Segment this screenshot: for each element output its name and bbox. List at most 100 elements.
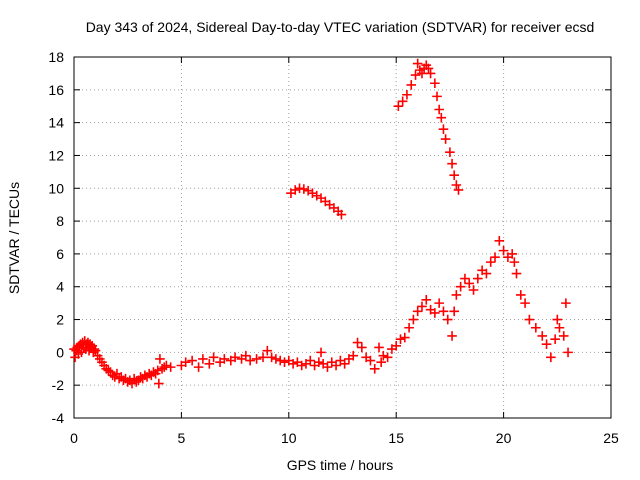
- x-tick-label: 0: [70, 430, 78, 446]
- data-point: [219, 354, 230, 364]
- data-point: [204, 359, 215, 369]
- data-point: [453, 185, 464, 195]
- data-point: [451, 180, 462, 190]
- data-points: [69, 58, 573, 389]
- data-point: [305, 355, 316, 366]
- y-tick-label: -4: [52, 410, 65, 426]
- grid-lines: [74, 57, 611, 418]
- data-point: [546, 352, 556, 363]
- data-point: [275, 355, 286, 366]
- data-point: [271, 354, 281, 364]
- x-tick-label: 20: [496, 430, 512, 446]
- data-point: [406, 80, 417, 90]
- data-point: [374, 342, 384, 353]
- data-point: [402, 89, 412, 100]
- data-point: [434, 104, 444, 115]
- data-point: [561, 298, 571, 308]
- data-point: [449, 170, 459, 180]
- data-point: [464, 278, 475, 289]
- data-point: [339, 359, 350, 369]
- data-point: [296, 360, 307, 371]
- data-point: [294, 183, 305, 194]
- data-point: [376, 357, 386, 368]
- data-point: [365, 355, 376, 366]
- data-point: [266, 352, 277, 363]
- data-point: [455, 281, 466, 292]
- data-point: [537, 331, 548, 341]
- data-point: [430, 308, 440, 318]
- data-point: [245, 355, 255, 366]
- data-point: [447, 331, 457, 341]
- data-point: [193, 362, 204, 372]
- data-point: [436, 112, 447, 123]
- data-point: [410, 70, 421, 80]
- data-point: [552, 314, 563, 325]
- data-point: [468, 285, 479, 295]
- data-point: [563, 347, 573, 358]
- data-point: [440, 134, 451, 144]
- data-point: [520, 298, 530, 308]
- data-point: [357, 342, 367, 353]
- data-point: [451, 290, 462, 300]
- data-point: [378, 350, 389, 361]
- data-point: [494, 235, 505, 246]
- data-point: [314, 357, 324, 368]
- data-point: [393, 101, 404, 112]
- data-point: [460, 273, 470, 284]
- data-point: [541, 339, 552, 349]
- y-tick-label: 18: [48, 49, 64, 65]
- data-point: [442, 314, 453, 325]
- chart-title: Day 343 of 2024, Sidereal Day-to-day VTE…: [86, 19, 595, 35]
- data-point: [408, 314, 419, 325]
- data-point: [391, 341, 401, 351]
- data-point: [208, 352, 219, 363]
- data-point: [481, 268, 492, 279]
- data-point: [230, 352, 240, 363]
- data-point: [369, 363, 380, 374]
- data-point: [554, 322, 565, 333]
- data-point: [251, 354, 262, 364]
- data-point: [187, 355, 197, 366]
- data-point: [299, 184, 309, 194]
- y-tick-label: -2: [52, 377, 65, 393]
- data-point: [438, 124, 449, 134]
- data-point: [198, 354, 208, 364]
- y-tick-labels: -4 -2 0 2 4 6 8 10 12 14 16 18: [48, 49, 64, 426]
- data-point: [180, 357, 191, 368]
- data-point: [412, 306, 423, 317]
- data-point: [152, 365, 163, 376]
- y-tick-label: 16: [48, 82, 64, 98]
- data-point: [498, 245, 509, 256]
- data-point: [412, 58, 423, 69]
- data-point: [161, 360, 172, 371]
- y-axis-label: SDTVAR / TECUs: [6, 182, 22, 294]
- data-point: [399, 332, 410, 343]
- data-point: [165, 362, 176, 372]
- data-point: [438, 306, 449, 317]
- y-tick-label: 14: [48, 115, 64, 131]
- data-point: [262, 345, 273, 356]
- data-point: [417, 301, 427, 312]
- data-point: [290, 185, 301, 195]
- data-point: [397, 96, 408, 107]
- data-point: [421, 295, 432, 305]
- y-tick-label: 10: [48, 180, 64, 196]
- data-point: [352, 337, 363, 348]
- data-point: [382, 352, 393, 363]
- x-tick-label: 5: [178, 430, 186, 446]
- data-point: [490, 252, 500, 262]
- data-point: [449, 306, 459, 317]
- data-point: [258, 352, 268, 363]
- data-point: [316, 347, 326, 358]
- data-point: [336, 209, 347, 220]
- data-point: [417, 68, 427, 79]
- x-tick-label: 15: [388, 430, 404, 446]
- data-point: [425, 68, 436, 79]
- data-point: [241, 350, 251, 361]
- data-point: [90, 345, 101, 356]
- data-point: [331, 360, 341, 371]
- data-point: [434, 298, 444, 308]
- data-point: [348, 350, 359, 361]
- data-point: [531, 322, 541, 333]
